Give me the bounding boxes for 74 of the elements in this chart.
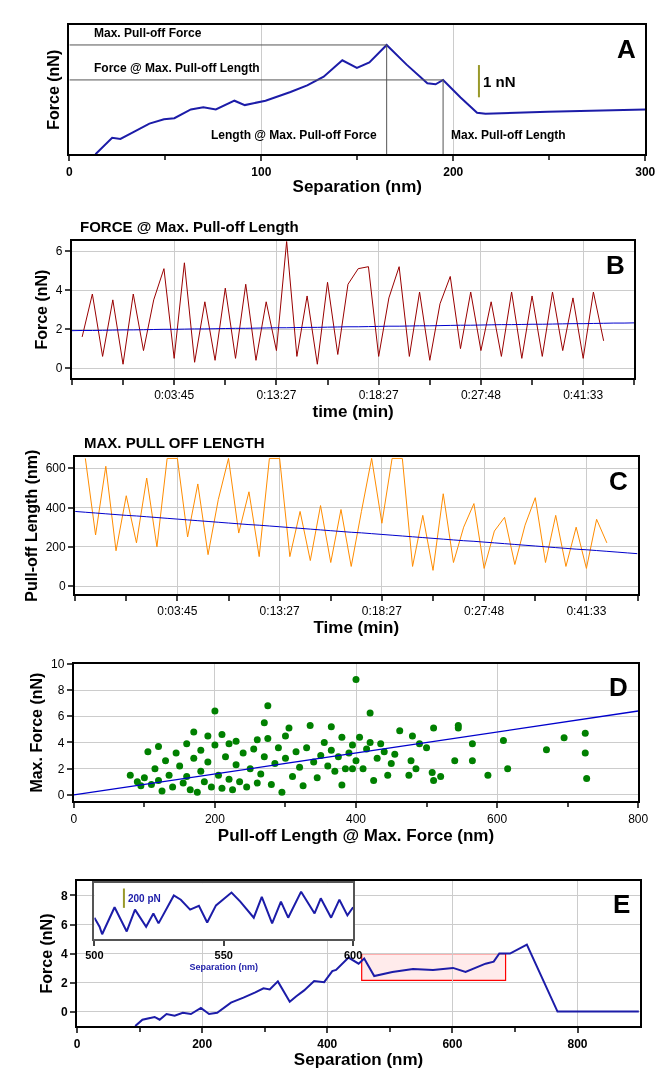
x-tick-label: 200 (192, 1036, 213, 1051)
x-axis-title: time (min) (312, 402, 394, 422)
annotation: C (609, 466, 628, 496)
x-tick-label: 0:03:45 (157, 604, 198, 619)
y-axis-title: Max. Force (nN) (28, 672, 46, 793)
annotation: D (609, 672, 628, 702)
line-series (71, 322, 635, 332)
y-tick-label: 0 (59, 579, 67, 594)
annotation: E (613, 889, 631, 919)
x-tick-label: 0:41:33 (563, 388, 604, 403)
x-axis-title: Separation (nm) (292, 176, 422, 196)
annotation: 200 pN (128, 893, 161, 904)
ref-line-label: Force @ Max. Pull-off Length (94, 61, 260, 75)
x-tick-label: 200 (204, 811, 226, 826)
x-axis-title: Pull-off Length @ Max. Force (nm) (217, 825, 495, 845)
annotation: 1 nN (483, 73, 516, 90)
annotation: B (606, 250, 625, 280)
x-tick-label: 800 (567, 1036, 588, 1051)
chart-title: MAX. PULL OFF LENGTH (84, 434, 265, 451)
x-tick-label: 500 (85, 948, 104, 961)
y-tick-label: 0 (57, 788, 65, 803)
y-tick-label: 600 (45, 461, 67, 476)
x-tick-label: 600 (487, 811, 508, 826)
y-tick-label: 4 (60, 946, 68, 961)
x-axis-title: Separation (nm) (293, 1050, 424, 1070)
x-tick-label: 300 (635, 164, 656, 179)
y-tick-label: 2 (57, 761, 65, 776)
ref-line-label: Max. Pull-off Length (451, 128, 566, 142)
x-tick-label: 0:18:27 (358, 388, 400, 403)
y-tick-label: 8 (57, 683, 65, 698)
x-tick-label: 600 (442, 1036, 463, 1051)
x-tick-label: 400 (345, 811, 367, 826)
x-tick-label: 0:27:48 (464, 604, 505, 619)
x-tick-label: 400 (317, 1036, 338, 1051)
x-tick-label: 0 (73, 1036, 81, 1051)
y-tick-label: 2 (55, 322, 63, 337)
x-tick-label: 0:18:27 (361, 604, 403, 619)
y-axis-title: Pull-off Length (nm) (23, 449, 41, 602)
x-tick-label: 0:13:27 (259, 604, 300, 619)
annotation: A (617, 34, 636, 64)
line-series (81, 241, 605, 365)
x-axis-title: Separation (nm) (189, 962, 259, 973)
x-tick-label: 100 (251, 164, 272, 179)
y-tick-label: 6 (60, 917, 68, 932)
x-tick-label: 0 (70, 811, 78, 826)
y-tick-label: 2 (60, 975, 68, 990)
y-tick-label: 0 (55, 361, 63, 376)
y-tick-label: 6 (57, 709, 65, 724)
line-series (75, 510, 638, 555)
ref-line-label: Max. Pull-off Force (94, 26, 202, 40)
chart-title: FORCE @ Max. Pull-off Length (80, 218, 299, 235)
x-tick-label: 800 (628, 811, 649, 826)
y-tick-label: 0 (60, 1004, 68, 1019)
x-tick-label: 600 (343, 948, 363, 961)
line-series (134, 943, 640, 1027)
y-tick-label: 10 (51, 657, 65, 672)
x-axis-title: Time (min) (313, 618, 400, 638)
ref-line-label: Length @ Max. Pull-off Force (211, 128, 378, 142)
y-tick-label: 400 (45, 500, 67, 515)
x-tick-label: 550 (214, 948, 233, 961)
y-tick-label: 6 (55, 244, 63, 259)
x-tick-label: 0:27:48 (460, 388, 502, 403)
x-tick-label: 0:13:27 (256, 388, 297, 403)
y-tick-label: 4 (57, 735, 65, 750)
y-tick-label: 200 (45, 540, 67, 555)
y-tick-label: 8 (60, 888, 68, 903)
x-tick-label: 0:41:33 (566, 604, 607, 619)
y-axis-title: Force (nN) (33, 269, 51, 350)
x-tick-label: 200 (443, 164, 464, 179)
x-tick-label: 0:03:45 (154, 388, 195, 403)
y-axis-title: Force (nN) (38, 913, 56, 994)
y-axis-title: Force (nN) (44, 49, 62, 130)
y-tick-label: 4 (55, 283, 63, 298)
line-series (84, 457, 608, 571)
